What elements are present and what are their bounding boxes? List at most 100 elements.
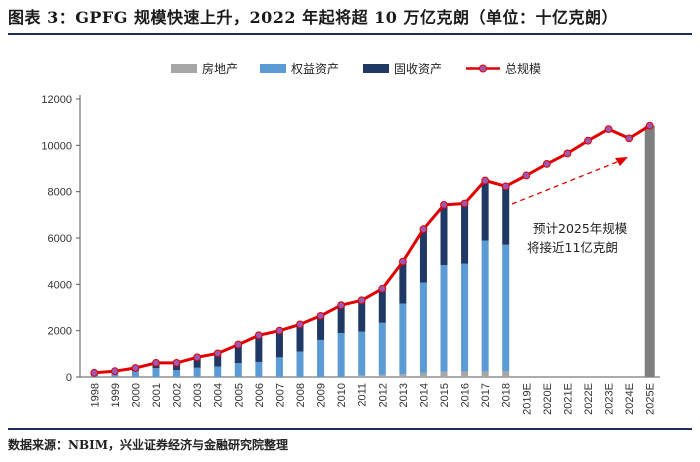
total-point (604, 125, 613, 134)
annotation-line-1: 预计2025年规模 (533, 221, 628, 236)
x-tick-label: 2023E (604, 383, 616, 415)
x-tick-label: 2001 (151, 383, 163, 407)
total-point (460, 199, 469, 208)
legend-swatch-equity (260, 64, 286, 73)
total-point (481, 176, 490, 185)
total-point (172, 358, 181, 367)
bar-equity (399, 303, 407, 375)
y-tick-label: 6000 (48, 233, 72, 245)
legend-label-total: 总规模 (505, 61, 541, 76)
total-point (110, 367, 119, 376)
total-point (131, 364, 140, 372)
bar-fixed-income (317, 315, 325, 340)
bar-real-estate (358, 375, 366, 377)
x-tick-label: 2013 (398, 383, 410, 407)
bar-equity (461, 263, 469, 372)
x-tick-label: 2011 (357, 383, 369, 407)
axis-layer: 0 2000 4000 6000 8000 10000 12000 1998 1999 2000 2… (41, 94, 660, 415)
bar-equity (481, 240, 489, 372)
bar-equity (337, 332, 345, 377)
total-point (316, 311, 325, 320)
bar-fixed-income (193, 357, 201, 368)
total-point (254, 331, 263, 340)
y-tick-label: 12000 (41, 94, 72, 106)
total-line-layer (90, 121, 654, 377)
bar-fixed-income (275, 330, 283, 358)
total-point (90, 368, 99, 377)
bar-equity (173, 370, 181, 377)
total-point (357, 296, 366, 305)
x-tick-label: 2000 (130, 383, 142, 407)
bar-real-estate (481, 371, 489, 377)
bar-equity (152, 368, 160, 377)
bar-equity (378, 322, 386, 375)
x-tick-label: 2002 (172, 383, 184, 407)
total-point (563, 149, 572, 158)
footer-rule (8, 428, 692, 430)
total-point (584, 136, 592, 145)
bar-fixed-income (358, 299, 366, 332)
x-tick-label: 2015 (439, 383, 451, 407)
total-point (337, 301, 346, 310)
y-tick-label: 4000 (48, 279, 72, 291)
total-point (542, 159, 551, 168)
x-tick-label: 2021E (562, 383, 574, 415)
total-point (440, 200, 448, 209)
x-tick-label: 2007 (274, 383, 286, 407)
x-tick-label: 1999 (110, 383, 122, 407)
total-point (193, 353, 202, 362)
bar-equity (214, 366, 222, 377)
x-tick-label: 2008 (295, 383, 307, 407)
x-tick-label: 2014 (418, 383, 430, 407)
trend-arrow-line (511, 159, 623, 205)
legend-label-real-estate: 房地产 (202, 61, 238, 76)
gpfg-chart: 0 2000 4000 6000 8000 10000 12000 1998 1999 2000 2… (41, 61, 660, 415)
bar-real-estate (502, 370, 510, 377)
bars-layer (90, 125, 655, 378)
bar-equity (440, 265, 448, 372)
bar-fixed-income (502, 186, 510, 245)
total-point (275, 326, 284, 335)
legend-swatch-fixed-income (363, 64, 389, 73)
bar-equity (317, 339, 325, 377)
x-tick-label: 2017 (480, 383, 492, 407)
legend-swatch-real-estate (171, 64, 197, 73)
bar-equity (296, 351, 304, 377)
bar-equity (131, 371, 139, 377)
x-tick-label: 2012 (377, 383, 389, 407)
annotation-line-2: 将接近11亿克朗 (527, 240, 618, 255)
x-tick-label: 2019E (521, 383, 533, 415)
y-tick-label: 0 (66, 372, 72, 384)
bar-fixed-income (378, 288, 386, 323)
legend-label-equity: 权益资产 (291, 62, 339, 76)
x-tick-label: 2022E (583, 383, 595, 415)
total-line (94, 124, 651, 375)
total-point (213, 349, 222, 358)
bar-fixed-income (481, 180, 489, 241)
total-point (501, 182, 510, 191)
x-tick-label: 2006 (254, 383, 266, 407)
legend-swatch-total-marker (479, 64, 487, 73)
x-tick-label: 2024E (624, 383, 636, 415)
bar-fixed-income (214, 353, 222, 367)
legend-label-fixed-income: 固收资产 (394, 62, 442, 76)
x-tick-label: 2025E (645, 383, 657, 415)
bar-equity (193, 367, 201, 377)
bar-real-estate (399, 374, 407, 377)
bar-real-estate (378, 374, 386, 377)
bar-fixed-income (419, 229, 427, 283)
total-point (625, 134, 634, 143)
y-tick-label: 8000 (48, 187, 72, 199)
x-tick-label: 2005 (233, 383, 245, 407)
bar-fixed-income (399, 261, 407, 304)
bar-fixed-income (296, 324, 304, 352)
x-tick-label: 2010 (336, 383, 348, 407)
bar-equity (419, 282, 427, 373)
bar-real-estate (419, 372, 427, 377)
y-tick-label: 10000 (41, 140, 72, 152)
legend: 房地产 权益资产 固收资产 总规模 (171, 61, 541, 76)
bar-fixed-income (255, 335, 263, 362)
bar-fixed-income (440, 204, 448, 266)
x-tick-label: 1998 (89, 383, 101, 407)
annotation: 预计2025年规模 将接近11亿克朗 (511, 157, 628, 255)
